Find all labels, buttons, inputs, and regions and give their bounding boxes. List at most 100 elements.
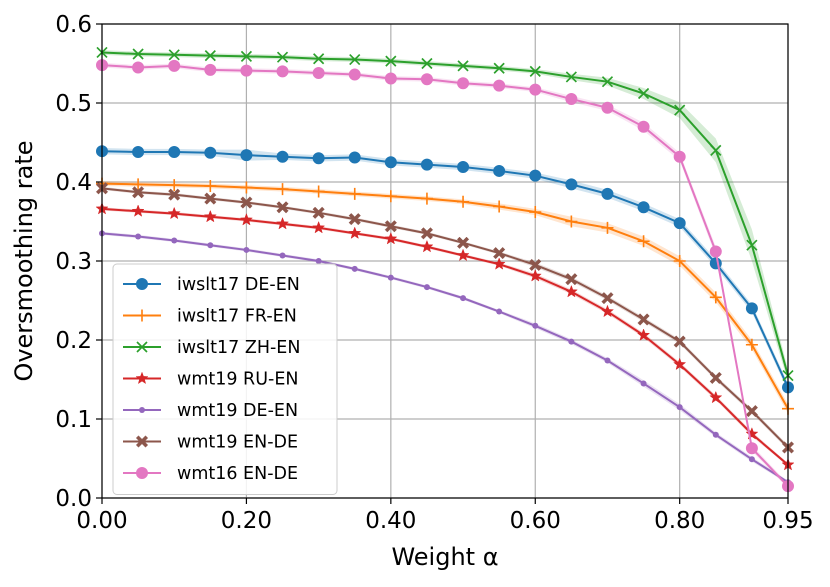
data-point [204, 146, 217, 159]
data-point [349, 53, 361, 66]
data-point [240, 64, 253, 77]
data-point [385, 55, 397, 67]
data-point [712, 431, 719, 438]
data-point [493, 164, 506, 177]
data-point [168, 49, 180, 61]
data-point [493, 79, 506, 92]
data-point [315, 258, 322, 264]
y-tick-label: 0.6 [55, 12, 92, 38]
data-point [601, 187, 614, 200]
legend-entry: iwslt17 DE-EN [123, 275, 300, 295]
data-point [348, 187, 361, 200]
data-point [456, 236, 470, 249]
data-point [565, 273, 578, 286]
series-group [99, 230, 791, 486]
data-point [456, 248, 470, 262]
series-lines [95, 46, 795, 493]
legend-entry: iwslt17 FR-EN [123, 307, 297, 327]
x-tick-label: 0.80 [654, 508, 705, 534]
data-point [640, 380, 647, 387]
data-point [457, 77, 470, 90]
data-point [565, 93, 578, 106]
data-point [673, 335, 686, 348]
data-point [565, 215, 578, 228]
data-point [312, 185, 325, 198]
legend-marker [136, 309, 148, 322]
data-point [568, 338, 575, 345]
data-point [351, 265, 358, 272]
series-band [102, 186, 788, 450]
data-point [132, 145, 145, 158]
data-point [384, 156, 397, 169]
data-point [709, 245, 722, 258]
data-point [493, 247, 506, 260]
data-point [674, 104, 686, 116]
data-point [313, 53, 325, 65]
data-point [600, 304, 615, 318]
data-point [673, 357, 687, 371]
data-point [348, 226, 362, 239]
data-point [460, 295, 467, 302]
data-point [348, 151, 361, 164]
data-point [312, 206, 325, 219]
data-point [132, 186, 145, 199]
data-point [745, 427, 759, 440]
data-point [745, 338, 758, 351]
data-point [384, 231, 398, 245]
series-line [101, 182, 789, 410]
data-point [312, 66, 325, 79]
data-point [423, 284, 430, 291]
data-point [168, 179, 181, 192]
data-point [420, 239, 434, 253]
legend-marker [135, 371, 149, 385]
data-point [384, 220, 397, 233]
legend-label: iwslt17 FR-EN [177, 307, 297, 327]
data-point [564, 284, 578, 298]
data-point [457, 60, 469, 72]
x-tick-label: 0.40 [365, 508, 416, 534]
data-point [168, 188, 181, 201]
data-point [529, 83, 542, 96]
data-point [240, 181, 253, 194]
y-tick-label: 0.3 [55, 249, 92, 275]
legend-label: wmt19 EN-DE [177, 433, 298, 453]
data-point [457, 195, 470, 208]
data-point [167, 206, 181, 220]
data-point [384, 72, 397, 85]
y-tick-label: 0.5 [55, 91, 92, 117]
legend-entry: iwslt17 ZH-EN [123, 338, 300, 358]
data-point [601, 76, 614, 88]
data-point [421, 57, 433, 70]
data-point [493, 200, 506, 213]
data-point [637, 120, 650, 133]
series-group [96, 46, 794, 382]
y-tick-label: 0.4 [55, 170, 92, 196]
series-line [101, 64, 789, 487]
data-point [673, 150, 686, 163]
y-axis-label: Oversmoothing rate [10, 140, 38, 381]
data-point [745, 442, 758, 455]
y-tick-label: 0.2 [55, 328, 92, 354]
data-point [637, 87, 650, 100]
data-point [276, 183, 289, 196]
data-point [637, 201, 650, 214]
data-point [387, 274, 394, 281]
data-point [240, 50, 253, 62]
data-point [312, 152, 325, 165]
data-point [673, 255, 686, 267]
data-point [276, 51, 289, 63]
data-point [420, 227, 434, 240]
legend-marker [136, 278, 148, 290]
data-point [529, 258, 542, 272]
legend-label: wmt19 RU-EN [177, 370, 298, 390]
data-point [528, 269, 542, 282]
data-point [746, 239, 758, 251]
data-point [420, 73, 433, 86]
legend-marker [135, 435, 149, 448]
y-tick-label: 0.1 [55, 407, 92, 433]
data-point [171, 237, 178, 244]
data-point [601, 221, 614, 234]
data-point [745, 405, 758, 418]
